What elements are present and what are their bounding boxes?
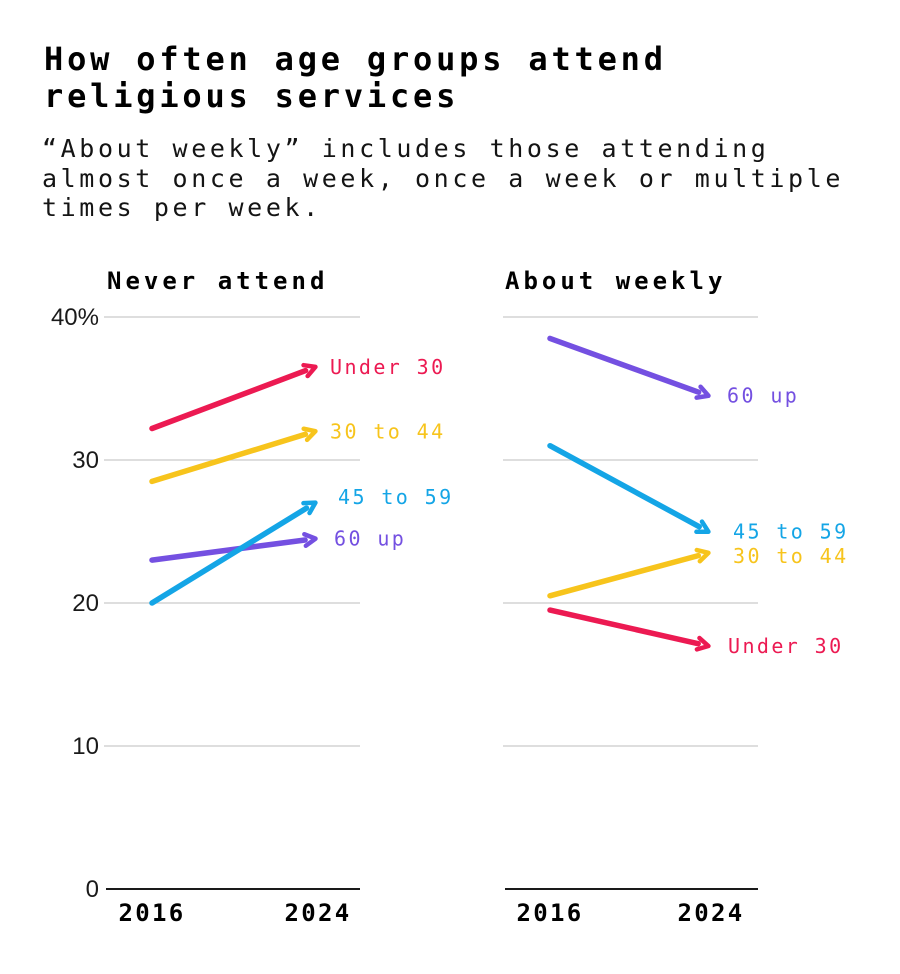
series-arrow-under-30 bbox=[547, 607, 711, 652]
series-label-45-to-59: 45 to 59 bbox=[733, 520, 849, 544]
x-tick-label: 2016 bbox=[119, 899, 186, 927]
y-tick-label: 30 bbox=[72, 447, 99, 474]
y-tick-label: 0 bbox=[86, 876, 99, 903]
series-arrow-30-to-44 bbox=[149, 426, 318, 485]
x-tick-label: 2016 bbox=[517, 899, 584, 927]
series-label-45-to-59: 45 to 59 bbox=[338, 485, 454, 509]
y-tick-label: 10 bbox=[72, 733, 99, 760]
series-label-30-to-44: 30 to 44 bbox=[330, 419, 446, 443]
series-label-60-up: 60 up bbox=[727, 384, 799, 408]
y-tick-label: 40% bbox=[51, 304, 99, 331]
series-arrow-under-30 bbox=[149, 362, 318, 432]
page-title: How often age groups attend religious se… bbox=[44, 40, 667, 115]
series-label-under-30: Under 30 bbox=[330, 355, 446, 379]
series-arrow-45-to-59 bbox=[547, 442, 711, 535]
series-label-30-to-44: 30 to 44 bbox=[733, 544, 849, 568]
y-tick-label: 20 bbox=[72, 590, 99, 617]
series-arrow-60-up bbox=[149, 531, 318, 563]
panel-never-attend: 40% 30 20 10 0 2016 2024 Under 30 30 to 44 60 up 4… bbox=[51, 304, 454, 927]
x-tick-label: 2024 bbox=[285, 899, 352, 927]
series-label-under-30: Under 30 bbox=[728, 634, 844, 658]
series-label-60-up: 60 up bbox=[334, 527, 406, 551]
x-tick-label: 2024 bbox=[678, 899, 745, 927]
panel-title-about-weekly: About weekly bbox=[505, 267, 727, 295]
page-subtitle: “About weekly” includes those attending … bbox=[42, 134, 845, 222]
series-arrow-30-to-44 bbox=[547, 547, 711, 599]
panel-title-never-attend: Never attend bbox=[107, 267, 329, 295]
series-arrow-45-to-59 bbox=[149, 500, 318, 606]
series-arrow-60-up bbox=[547, 335, 711, 400]
